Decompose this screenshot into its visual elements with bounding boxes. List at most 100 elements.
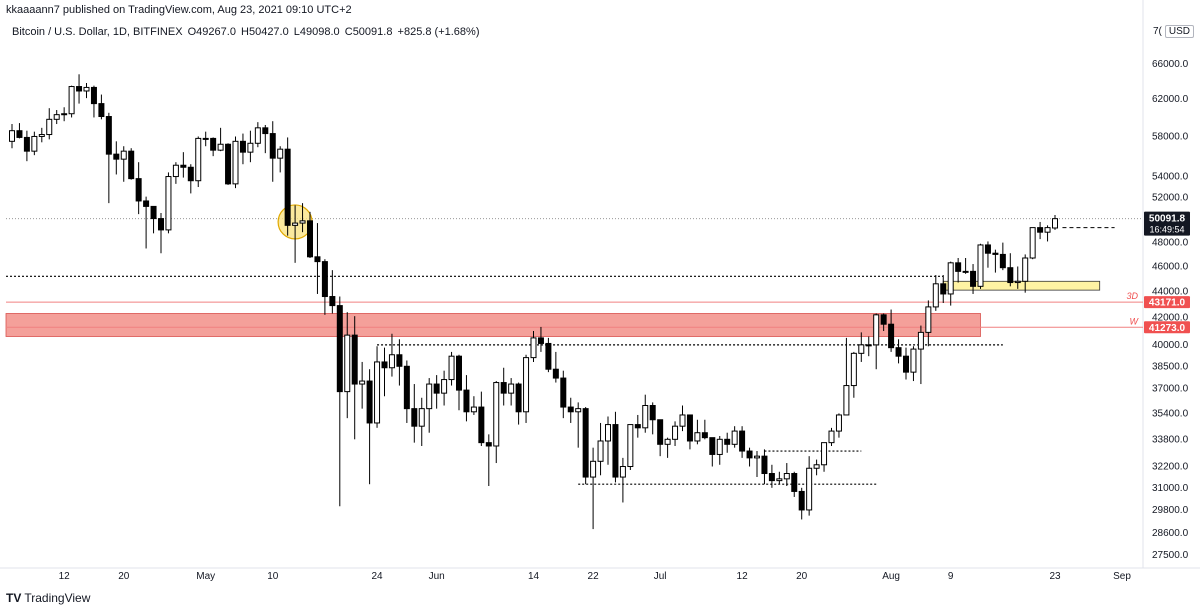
candle-body: [612, 424, 619, 478]
candle-body: [172, 164, 179, 178]
price-tag-label: 41273.0: [1149, 323, 1186, 334]
candle-body: [858, 344, 865, 354]
candle-body: [709, 437, 716, 455]
candle-body: [984, 244, 991, 254]
candle-body: [947, 262, 954, 295]
candle-body: [374, 361, 381, 424]
candle-body: [135, 178, 142, 202]
candle-body: [776, 478, 783, 482]
candle-body: [746, 450, 753, 459]
candle-body: [113, 153, 120, 160]
candle-body: [165, 176, 172, 231]
price-tag: [1144, 296, 1190, 309]
candle-body: [299, 220, 306, 224]
x-tick-label: 24: [371, 571, 383, 582]
y-tick-label: 66000.0: [1152, 59, 1189, 70]
y-tick-label: 33800.0: [1152, 434, 1189, 445]
candle-body: [411, 408, 418, 427]
candle-body: [903, 355, 909, 373]
candle-body: [560, 377, 567, 408]
x-tick-label: Jul: [654, 571, 667, 582]
candle-body: [731, 430, 738, 445]
candle-body: [783, 473, 790, 480]
candle-body: [388, 354, 395, 369]
candle-body: [143, 200, 150, 207]
x-tick-label: Sep: [1113, 571, 1131, 582]
level-label: W: [1130, 316, 1140, 326]
y-tick-label: 62000.0: [1152, 94, 1189, 105]
candle-body: [605, 424, 611, 442]
y-tick-label: 42000.0: [1152, 312, 1189, 323]
currency-badge[interactable]: USD: [1164, 25, 1195, 38]
candle-body: [68, 86, 75, 115]
candle-body: [686, 414, 693, 442]
candle-body: [83, 86, 90, 92]
tradingview-footer: TV TradingView: [6, 591, 90, 605]
candle-body: [98, 103, 105, 118]
candle-body: [180, 164, 187, 168]
candle-body: [828, 430, 835, 444]
candle-body: [761, 455, 768, 475]
candle-body: [269, 133, 276, 159]
x-tick-label: 20: [796, 571, 808, 582]
candle-body: [470, 406, 477, 413]
candle-body: [210, 137, 217, 151]
candle-body: [239, 140, 246, 153]
candle-body: [38, 134, 45, 137]
candle-body: [597, 440, 604, 462]
candle-body: [314, 256, 321, 263]
x-tick-label: Aug: [882, 571, 900, 582]
candle-body: [530, 337, 537, 359]
candle-body: [232, 140, 239, 185]
candle-body: [813, 464, 820, 469]
candle-body: [888, 323, 895, 349]
candle-body: [225, 143, 232, 185]
candle-body: [217, 143, 224, 151]
candle-body: [61, 113, 68, 116]
candle-body: [634, 424, 641, 429]
close-value: C50091.8: [344, 26, 393, 38]
x-tick-label: 12: [737, 571, 749, 582]
y-tick-label: 31000.0: [1152, 483, 1189, 494]
candle-body: [16, 130, 23, 138]
candle-body: [821, 442, 828, 466]
y-tick-label: 52000.0: [1152, 193, 1189, 204]
candle-body: [105, 116, 112, 155]
candle-body: [1044, 227, 1051, 233]
candle-body: [426, 383, 433, 410]
candle-body: [962, 270, 969, 273]
candle-body: [701, 432, 708, 439]
symbol-name: Bitcoin / U.S. Dollar, 1D, BITFINEX: [12, 26, 183, 38]
low-value: L49098.0: [293, 26, 340, 38]
high-value: H50427.0: [241, 26, 289, 38]
y-tick-label: 27500.0: [1152, 550, 1189, 561]
currency-selector[interactable]: 7(USD: [1153, 25, 1195, 38]
candle-body: [806, 467, 813, 511]
candle-body: [552, 368, 559, 379]
candle-body: [619, 466, 626, 478]
candle-body: [865, 344, 872, 347]
x-tick-label: 12: [59, 571, 71, 582]
candle-body: [992, 252, 999, 255]
y-tick-label: 46000.0: [1152, 261, 1189, 272]
candle-body: [403, 365, 410, 410]
y-tick-label: 48000.0: [1152, 238, 1189, 249]
candle-body: [977, 244, 984, 287]
candle-body: [9, 130, 15, 142]
candle-body: [307, 220, 313, 258]
price-tag: [1144, 321, 1190, 334]
candle-body: [657, 419, 664, 445]
x-tick-label: 20: [118, 571, 130, 582]
candle-body: [672, 425, 679, 440]
candle-body: [895, 347, 902, 357]
candle-body: [925, 306, 932, 333]
candle-body: [90, 86, 97, 105]
candle-body: [284, 148, 291, 226]
candle-body: [396, 354, 403, 367]
candle-body: [970, 270, 977, 287]
candle-body: [478, 406, 485, 444]
candle-body: [500, 382, 507, 394]
candle-body: [850, 352, 857, 387]
candle-body: [336, 305, 343, 393]
